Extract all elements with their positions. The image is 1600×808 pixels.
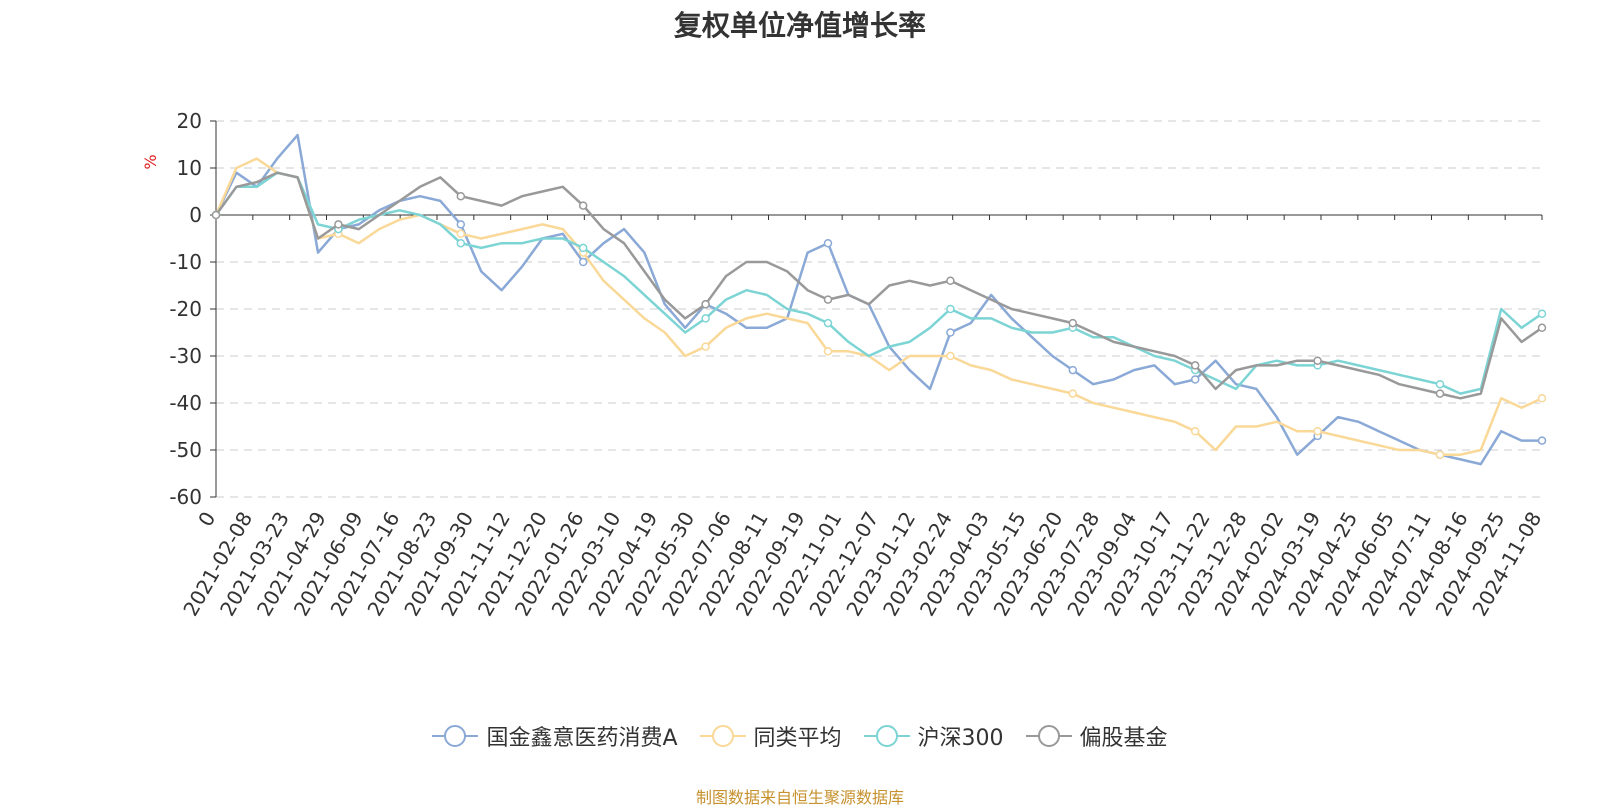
y-tick-label: 0 <box>189 203 202 227</box>
series-point-0 <box>1537 436 1547 445</box>
chart-plot: 20100-10-20-30-40-50-6002021-02-082021-0… <box>141 109 1547 620</box>
series-point-2 <box>701 314 710 323</box>
series-point-1 <box>1537 394 1547 403</box>
series-point-1 <box>1068 389 1078 398</box>
source-note: 制图数据来自恒生聚源数据库 <box>695 788 904 807</box>
y-tick-label: 10 <box>177 156 202 180</box>
series-point-0 <box>1190 375 1200 384</box>
series-point-3 <box>1435 389 1445 398</box>
series-point-3 <box>456 191 466 201</box>
x-tick-label: 0 <box>193 508 220 531</box>
series-point-3 <box>211 210 221 220</box>
series-point-2 <box>823 318 833 328</box>
series-lines <box>211 133 1547 466</box>
series-point-3 <box>1313 356 1322 365</box>
legend-item[interactable]: 国金鑫意医药消费A <box>432 720 678 752</box>
y-tick-label: -50 <box>169 438 202 462</box>
series-point-3 <box>823 295 833 304</box>
y-tick-label: -30 <box>169 344 202 368</box>
series-point-3 <box>1537 323 1547 333</box>
legend-item[interactable]: 沪深300 <box>863 720 1004 752</box>
legend-item[interactable]: 偏股基金 <box>1025 720 1168 752</box>
y-tick-label: -40 <box>169 391 202 415</box>
y-tick-label: -10 <box>169 250 202 274</box>
series-line-2 <box>214 171 1543 395</box>
grid-lines <box>216 120 1542 498</box>
series-point-1 <box>946 351 955 361</box>
y-axis-label: % <box>141 154 160 169</box>
y-tick-label: -60 <box>169 485 202 509</box>
series-point-2 <box>578 243 588 253</box>
series-point-1 <box>701 342 710 351</box>
legend-label: 国金鑫意医药消费A <box>486 726 678 751</box>
series-point-3 <box>1068 318 1078 328</box>
series-point-0 <box>578 257 588 267</box>
series-point-0 <box>1068 365 1078 375</box>
series-point-1 <box>1435 450 1445 459</box>
y-tick-label: -20 <box>169 297 202 321</box>
series-point-3 <box>334 220 343 229</box>
series-point-3 <box>1190 361 1200 370</box>
legend-marker-icon <box>1025 725 1072 747</box>
series-line-1 <box>214 157 1543 456</box>
series-point-0 <box>456 220 466 229</box>
series-point-0 <box>823 238 833 248</box>
series-point-1 <box>1190 426 1200 436</box>
series-point-2 <box>946 304 955 314</box>
series-point-2 <box>1537 309 1547 318</box>
legend-label: 偏股基金 <box>1079 726 1168 751</box>
legend-label: 沪深300 <box>917 726 1004 751</box>
legend-marker-icon <box>863 725 910 747</box>
series-point-1 <box>456 229 466 239</box>
series-point-2 <box>1435 379 1445 389</box>
series-point-3 <box>946 276 955 286</box>
series-point-0 <box>946 328 955 337</box>
series-point-1 <box>823 347 833 356</box>
legend-item[interactable]: 同类平均 <box>699 720 842 752</box>
series-point-1 <box>1313 426 1322 436</box>
chart-title: 复权单位净值增长率 <box>673 9 926 42</box>
series-line-0 <box>214 133 1542 466</box>
legend-label: 同类平均 <box>753 726 842 751</box>
y-tick-label: 20 <box>177 109 202 133</box>
legend-marker-icon <box>432 725 479 747</box>
series-point-3 <box>578 201 588 210</box>
series-point-2 <box>456 238 466 248</box>
chart-legend: 国金鑫意医药消费A 同类平均 沪深300 偏股基金 <box>0 720 1600 752</box>
legend-marker-icon <box>699 725 746 747</box>
series-point-3 <box>701 300 710 309</box>
